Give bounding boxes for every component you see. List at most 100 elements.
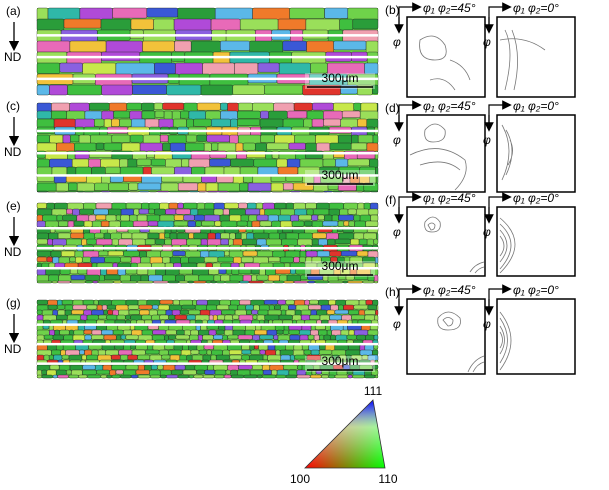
odf-axis-label: φ [483, 225, 491, 239]
grain [130, 256, 141, 265]
ebsd-map: 300μm (e) ND [4, 199, 379, 284]
grain [204, 256, 219, 263]
grain [225, 369, 231, 375]
grain [289, 7, 325, 19]
grain [148, 274, 163, 282]
grain [356, 250, 369, 257]
grain [301, 314, 311, 321]
grain [220, 40, 251, 51]
grain [73, 220, 85, 227]
grain [136, 158, 152, 166]
grain [52, 374, 58, 379]
grain [209, 73, 249, 87]
band-gap [37, 34, 378, 37]
grain [84, 274, 100, 281]
grain [151, 364, 158, 370]
grain [159, 314, 169, 320]
grain [264, 84, 303, 95]
ebsd-map: 300μm (a) ND [4, 4, 379, 96]
nd-label: ND [4, 50, 22, 64]
grain [144, 118, 160, 129]
odf-box [406, 114, 486, 193]
grain [81, 354, 87, 361]
grain [351, 314, 365, 320]
grain [256, 214, 269, 221]
grain [36, 220, 46, 228]
grain [132, 84, 167, 95]
grain [59, 364, 71, 371]
grain [229, 354, 242, 360]
grain [195, 304, 207, 311]
grain [45, 268, 61, 276]
grain [328, 208, 340, 216]
grain [310, 374, 322, 379]
grain [111, 364, 127, 371]
grain [348, 220, 355, 227]
panel-label: (c) [6, 99, 20, 113]
grain [363, 232, 377, 241]
grain [106, 314, 118, 321]
odf-axis-label: φ [393, 225, 401, 239]
grain [207, 190, 229, 193]
grain [79, 349, 85, 355]
grain [241, 238, 257, 246]
grain [177, 374, 190, 379]
grain [334, 309, 349, 315]
grain [105, 166, 121, 174]
grain [165, 208, 177, 215]
grain [97, 280, 114, 284]
grain [36, 142, 57, 152]
grain [373, 280, 379, 284]
grain [215, 354, 230, 361]
grain [323, 118, 341, 127]
grain [230, 158, 254, 167]
grain [287, 110, 308, 119]
grain [360, 110, 379, 121]
grain [289, 334, 301, 341]
grain [220, 232, 230, 240]
grain [36, 182, 57, 193]
grain [160, 374, 167, 379]
grain [59, 62, 83, 73]
grain [130, 314, 142, 321]
grain [47, 190, 67, 193]
grain [220, 274, 231, 283]
grain [103, 309, 108, 316]
grain [186, 238, 202, 246]
grain [343, 202, 359, 211]
grain [285, 202, 294, 211]
grain [154, 238, 165, 245]
grain [86, 314, 99, 321]
grain [62, 214, 78, 221]
grain [239, 299, 251, 306]
grain [217, 142, 237, 153]
grain [363, 202, 371, 210]
grain [142, 166, 152, 176]
grain [36, 280, 53, 284]
grain [121, 232, 133, 239]
grain [338, 214, 355, 221]
grain [36, 166, 53, 175]
band-gap [37, 362, 378, 365]
grain [151, 334, 165, 341]
grain [78, 374, 88, 379]
grain [157, 220, 175, 229]
grain [114, 344, 124, 350]
grain [47, 299, 58, 306]
grain [78, 134, 91, 145]
grain [137, 182, 162, 191]
grain [279, 349, 294, 356]
grain [185, 134, 197, 143]
scale-bar-label: 300μm [322, 71, 359, 85]
grain [69, 40, 107, 53]
grain [36, 232, 49, 240]
grain [184, 364, 195, 371]
grain [255, 142, 267, 153]
grain [317, 250, 330, 257]
grain [159, 369, 172, 376]
grain [162, 274, 176, 282]
grain [129, 134, 144, 143]
grain [127, 354, 138, 361]
grain [79, 208, 94, 215]
grain [62, 134, 71, 144]
